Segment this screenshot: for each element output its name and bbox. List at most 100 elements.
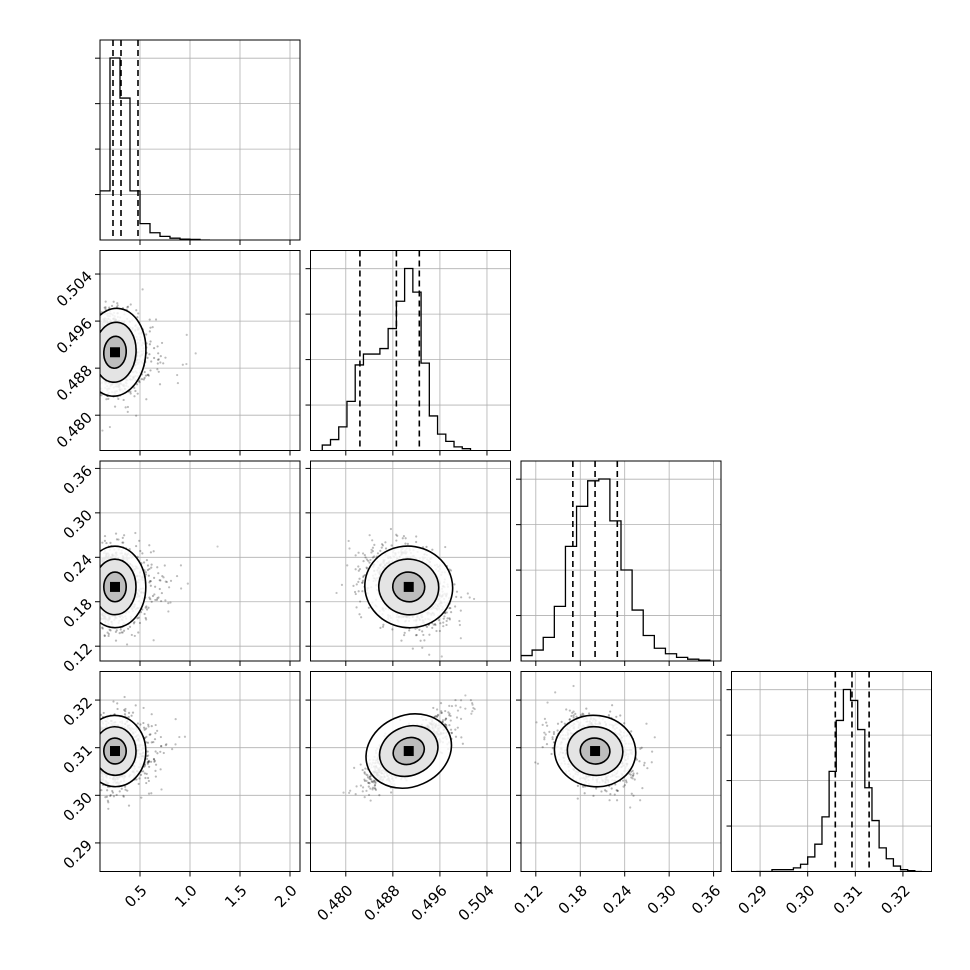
sample-point	[446, 617, 449, 620]
contour-level-3	[102, 335, 128, 370]
contour-level-2	[100, 558, 137, 616]
sample-point	[370, 551, 373, 554]
sample-point	[130, 633, 133, 637]
sample-point	[97, 593, 99, 595]
sample-point	[175, 574, 179, 578]
sample-point	[357, 569, 360, 572]
density-peak	[110, 347, 120, 358]
sample-point	[101, 429, 104, 432]
sample-point	[156, 368, 159, 371]
sample-point	[459, 609, 462, 612]
sample-point	[108, 425, 111, 429]
sample-point	[133, 395, 136, 398]
sample-point	[438, 629, 441, 633]
sample-point	[367, 559, 370, 562]
sample-point	[133, 621, 136, 624]
sample-point	[361, 581, 364, 584]
sample-point	[167, 610, 170, 613]
sample-point	[158, 587, 161, 591]
sample-point	[415, 540, 418, 544]
sample-point	[404, 537, 407, 540]
sample-point	[115, 629, 118, 632]
sample-point	[101, 626, 104, 629]
sample-point	[148, 596, 151, 599]
sample-point	[157, 358, 160, 361]
sample-point	[95, 383, 97, 385]
sample-point	[458, 623, 461, 627]
sample-point	[104, 300, 107, 303]
sample-point	[113, 405, 117, 408]
sample-point	[468, 596, 471, 599]
sample-point	[181, 363, 184, 366]
sample-point	[122, 398, 125, 402]
sample-point	[445, 623, 448, 627]
sample-point	[448, 607, 451, 610]
sample-point	[97, 361, 99, 363]
sample-point	[459, 637, 462, 640]
sample-point	[379, 626, 382, 629]
sample-point	[145, 618, 148, 621]
sample-point	[153, 593, 156, 596]
sample-point	[466, 592, 469, 595]
sample-point	[384, 547, 388, 550]
sample-point	[150, 725, 153, 728]
sample-point	[425, 625, 429, 628]
sample-point	[100, 789, 103, 792]
sample-point	[123, 695, 126, 699]
sample-point	[148, 330, 151, 333]
sample-point	[348, 547, 351, 550]
sample-point	[364, 556, 367, 559]
sample-point	[169, 579, 173, 582]
sample-point	[149, 597, 152, 601]
sample-point	[107, 632, 110, 636]
sample-point	[358, 568, 362, 571]
sample-point	[153, 356, 156, 360]
sample-point	[134, 389, 137, 393]
sample-point	[123, 708, 126, 712]
sample-point	[445, 619, 448, 623]
density-peak	[110, 581, 120, 592]
sample-point	[149, 580, 152, 583]
sample-point	[97, 324, 99, 326]
sample-point	[148, 353, 151, 356]
sample-point	[335, 591, 338, 595]
sample-point	[381, 544, 385, 547]
sample-point	[153, 759, 157, 762]
x-tick-label: 0.32	[877, 882, 913, 918]
sample-point	[382, 623, 385, 626]
sample-point	[346, 564, 349, 567]
sample-point	[146, 564, 150, 567]
sample-point	[126, 306, 129, 309]
sample-point	[403, 631, 406, 634]
x-tick-label: 0.30	[782, 882, 818, 918]
sample-point	[355, 583, 358, 586]
sample-point	[434, 623, 437, 627]
sample-point	[149, 340, 152, 343]
sample-point	[159, 361, 162, 364]
scatter-points	[96, 531, 219, 646]
histogram	[521, 478, 711, 661]
sample-point	[158, 579, 161, 582]
sample-point	[154, 598, 157, 602]
sample-point	[103, 634, 106, 637]
sample-point	[157, 352, 160, 355]
sample-point	[373, 543, 376, 546]
y-tick-label: 0.30	[60, 506, 96, 542]
y-tick-label: 0.480	[53, 408, 96, 451]
histogram	[100, 57, 210, 240]
panel-frame	[310, 460, 511, 662]
sample-point	[96, 571, 98, 573]
sample-point	[97, 322, 99, 324]
sample-point	[108, 628, 111, 631]
sample-point	[194, 352, 197, 355]
sample-point	[126, 305, 130, 308]
sample-point	[164, 356, 167, 359]
sample-point	[143, 612, 146, 616]
sample-point	[455, 595, 458, 598]
sample-point	[418, 628, 421, 632]
sample-point	[143, 376, 146, 380]
sample-point	[365, 558, 369, 561]
sample-point	[150, 563, 153, 566]
sample-point	[160, 599, 163, 603]
sample-point	[160, 341, 164, 345]
